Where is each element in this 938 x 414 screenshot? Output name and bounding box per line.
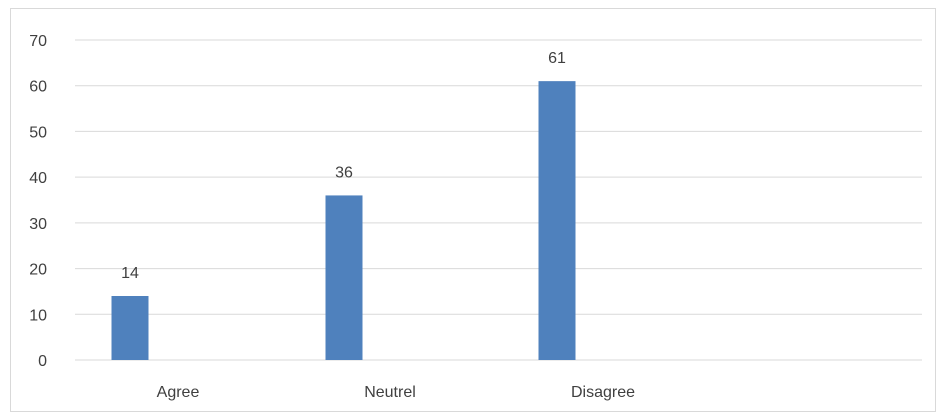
bar-neutrel (325, 195, 363, 360)
bars (111, 81, 576, 361)
gridlines (75, 39, 922, 361)
y-tick-label: 50 (29, 124, 47, 141)
category-label: Agree (157, 384, 200, 401)
data-label: 36 (335, 164, 353, 181)
y-tick-label: 60 (29, 79, 47, 96)
category-label: Disagree (571, 384, 635, 401)
data-label: 61 (548, 50, 566, 67)
y-tick-label: 20 (29, 262, 47, 279)
chart-frame (10, 8, 936, 412)
data-labels: 14 36 61 (121, 50, 566, 282)
y-tick-label: 0 (38, 353, 47, 370)
bar-agree (111, 296, 149, 360)
y-tick-label: 30 (29, 216, 47, 233)
bar-disagree (538, 81, 576, 361)
x-axis-categories: Agree Neutrel Disagree (157, 384, 635, 401)
y-tick-label: 10 (29, 307, 47, 324)
category-label: Neutrel (364, 384, 416, 401)
data-label: 14 (121, 265, 139, 282)
y-axis-ticks: 0 10 20 30 40 50 60 70 (29, 33, 47, 370)
y-tick-label: 40 (29, 170, 47, 187)
y-tick-label: 70 (29, 33, 47, 50)
